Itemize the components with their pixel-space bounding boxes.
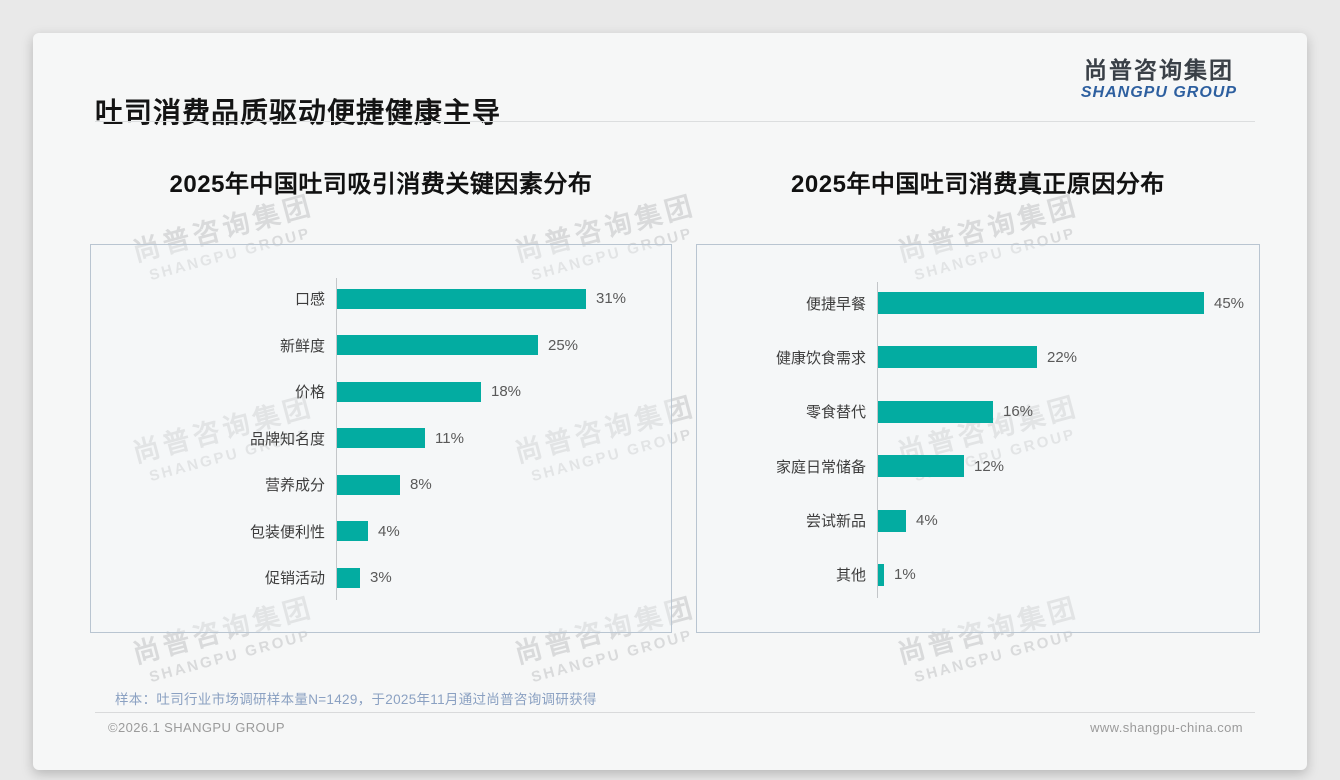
- chart-row: 新鲜度 25%: [91, 335, 671, 356]
- category-label: 品牌知名度: [249, 430, 325, 448]
- category-label: 其他: [835, 567, 866, 585]
- category-label: 口感: [294, 291, 325, 308]
- category-label: 新鲜度: [279, 337, 325, 355]
- footer-divider: [95, 712, 1255, 713]
- chart-row: 促销活动 3%: [91, 567, 671, 588]
- bar-area: 4%: [877, 509, 1259, 532]
- bar-area: 31%: [336, 288, 671, 309]
- value-label: 11%: [435, 429, 464, 447]
- chart-rows-right: 便捷早餐 45% 健康饮食需求 22% 零食替代 16% 家庭日常储备 12% 尝试新品 4% 其他…: [697, 282, 1259, 598]
- bar: [336, 381, 481, 402]
- bar-area: 4%: [336, 521, 671, 541]
- chart-row: 价格 18%: [91, 381, 671, 402]
- category-label: 尝试新品: [805, 513, 866, 531]
- bar-area: 8%: [336, 474, 671, 495]
- website-text: www.shangpu-china.com: [1090, 720, 1243, 735]
- chart-section-right: 2025年中国吐司消费真正原因分布 便捷早餐 45% 健康饮食需求 22% 零食替代 16…: [696, 170, 1260, 633]
- bar: [336, 288, 586, 309]
- company-logo: 尚普咨询集团 SHANGPU GROUP: [1081, 57, 1237, 103]
- chart-row: 尝试新品 4%: [697, 509, 1259, 532]
- bar: [336, 428, 425, 448]
- chart-title-right: 2025年中国吐司消费真正原因分布: [791, 171, 1165, 198]
- chart-row: 其他 1%: [697, 563, 1259, 586]
- copyright-text: ©2026.1 SHANGPU GROUP: [108, 720, 285, 735]
- bar-area: 22%: [877, 346, 1259, 369]
- logo-english-text: SHANGPU GROUP: [1080, 84, 1237, 101]
- chart-row: 口感 31%: [91, 288, 671, 309]
- chart-row: 零食替代 16%: [697, 400, 1259, 423]
- chart-panel-right: 便捷早餐 45% 健康饮食需求 22% 零食替代 16% 家庭日常储备 12% 尝试新品 4% 其他…: [696, 244, 1260, 633]
- value-label: 4%: [916, 512, 938, 530]
- value-label: 12%: [974, 457, 1005, 475]
- value-label: 18%: [491, 383, 522, 400]
- value-label: 16%: [1003, 403, 1034, 421]
- slide-card: 尚普咨询集团 SHANGPU GROUP 尚普咨询集团 SHANGPU GROUP 尚普…: [33, 33, 1307, 770]
- chart-row: 健康饮食需求 22%: [697, 346, 1259, 369]
- category-label: 价格: [294, 384, 325, 401]
- chart-section-left: 2025年中国吐司吸引消费关键因素分布 口感 31% 新鲜度 25% 价格 18% 品牌知名…: [90, 170, 672, 633]
- value-label: 31%: [596, 290, 627, 307]
- bar: [336, 335, 538, 355]
- bar-area: 3%: [336, 567, 671, 588]
- chart-rows-left: 口感 31% 新鲜度 25% 价格 18% 品牌知名度 11% 营养成分 8% 包装便利性 4% 促销活…: [91, 278, 671, 600]
- watermark-english-text: SHANGPU GROUP: [912, 626, 1078, 687]
- bar-area: 1%: [877, 563, 1259, 586]
- bar: [877, 509, 906, 532]
- bar-area: 11%: [336, 428, 671, 448]
- bar: [877, 400, 993, 423]
- category-label: 家庭日常储备: [775, 458, 866, 476]
- bar-area: 12%: [877, 455, 1259, 478]
- bar: [336, 567, 360, 588]
- value-label: 25%: [548, 336, 579, 354]
- chart-panel-left: 口感 31% 新鲜度 25% 价格 18% 品牌知名度 11% 营养成分 8% 包装便利性 4% 促销活…: [90, 244, 672, 633]
- watermark-english-text: SHANGPU GROUP: [529, 626, 695, 687]
- bar-area: 25%: [336, 335, 671, 355]
- category-label: 促销活动: [264, 570, 325, 587]
- value-label: 1%: [894, 566, 916, 584]
- value-label: 8%: [410, 476, 432, 493]
- page-title: 吐司消费品质驱动便捷健康主导: [95, 96, 502, 128]
- value-label: 3%: [370, 569, 392, 586]
- category-label: 便捷早餐: [805, 295, 866, 313]
- chart-row: 家庭日常储备 12%: [697, 455, 1259, 478]
- bar-area: 16%: [877, 400, 1259, 423]
- logo-chinese-text: 尚普咨询集团: [1083, 57, 1234, 83]
- watermark-english-text: SHANGPU GROUP: [147, 626, 313, 687]
- chart-row: 品牌知名度 11%: [91, 428, 671, 449]
- chart-row: 便捷早餐 45%: [697, 292, 1259, 314]
- value-label: 22%: [1047, 348, 1078, 366]
- bar: [877, 346, 1037, 369]
- value-label: 4%: [378, 522, 400, 540]
- bar: [336, 474, 400, 495]
- category-label: 健康饮食需求: [775, 349, 866, 367]
- value-label: 45%: [1214, 294, 1245, 312]
- footer-bar: ©2026.1 SHANGPU GROUP www.shangpu-china.…: [108, 720, 1243, 735]
- chart-row: 包装便利性 4%: [91, 521, 671, 542]
- chart-row: 营养成分 8%: [91, 474, 671, 495]
- bar: [336, 521, 368, 541]
- bar: [877, 563, 884, 586]
- category-label: 包装便利性: [249, 523, 325, 541]
- chart-title-left: 2025年中国吐司吸引消费关键因素分布: [169, 171, 593, 198]
- header-divider: [95, 121, 1255, 122]
- bar: [877, 292, 1204, 314]
- category-label: 零食替代: [805, 404, 866, 422]
- bar-area: 18%: [336, 381, 671, 402]
- bar-area: 45%: [877, 292, 1259, 314]
- sample-note: 样本：吐司行业市场调研样本量N=1429，于2025年11月通过尚普咨询调研获得: [115, 692, 597, 707]
- category-label: 营养成分: [264, 477, 325, 494]
- bar: [877, 455, 964, 478]
